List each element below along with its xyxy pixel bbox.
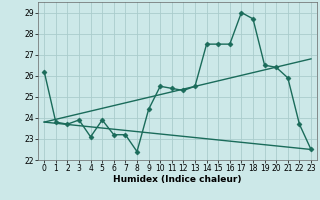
X-axis label: Humidex (Indice chaleur): Humidex (Indice chaleur) xyxy=(113,175,242,184)
